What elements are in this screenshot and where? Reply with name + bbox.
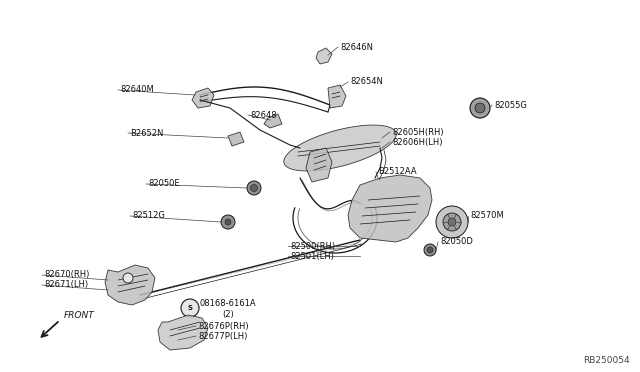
Text: 82606H(LH): 82606H(LH): [392, 138, 442, 147]
Polygon shape: [105, 265, 155, 305]
Circle shape: [436, 206, 468, 238]
Circle shape: [221, 215, 235, 229]
Text: 82512G: 82512G: [132, 212, 165, 221]
Text: B2512AA: B2512AA: [378, 167, 417, 176]
Polygon shape: [228, 132, 244, 146]
Text: 82648: 82648: [250, 110, 276, 119]
Text: 82050D: 82050D: [440, 237, 473, 247]
Text: RB250054: RB250054: [584, 356, 630, 365]
Text: B2652N: B2652N: [130, 128, 163, 138]
Text: 82640M: 82640M: [120, 86, 154, 94]
Text: 82500(RH): 82500(RH): [290, 241, 335, 250]
Circle shape: [247, 181, 261, 195]
Polygon shape: [348, 175, 432, 242]
Text: FRONT: FRONT: [64, 311, 95, 321]
Circle shape: [475, 103, 485, 113]
Polygon shape: [158, 315, 208, 350]
Circle shape: [448, 218, 456, 226]
Text: 08168-6161A: 08168-6161A: [200, 299, 257, 308]
Circle shape: [225, 219, 231, 225]
Polygon shape: [328, 85, 346, 108]
Polygon shape: [192, 88, 214, 108]
Circle shape: [250, 185, 257, 192]
Text: 82654N: 82654N: [350, 77, 383, 87]
Circle shape: [443, 213, 461, 231]
Text: 82055G: 82055G: [494, 100, 527, 109]
Text: 82646N: 82646N: [340, 42, 373, 51]
Text: 82670(RH): 82670(RH): [44, 270, 90, 279]
Text: 82570M: 82570M: [470, 212, 504, 221]
Circle shape: [427, 247, 433, 253]
Circle shape: [181, 299, 199, 317]
Polygon shape: [264, 114, 282, 128]
Circle shape: [424, 244, 436, 256]
Text: 82676P(RH): 82676P(RH): [198, 321, 248, 330]
Text: 82605H(RH): 82605H(RH): [392, 128, 444, 137]
Circle shape: [470, 98, 490, 118]
Circle shape: [123, 273, 133, 283]
Polygon shape: [316, 48, 332, 64]
Text: 82501(LH): 82501(LH): [290, 251, 334, 260]
Text: S: S: [188, 305, 193, 311]
Text: 82050E: 82050E: [148, 180, 180, 189]
Text: (2): (2): [222, 310, 234, 318]
Polygon shape: [284, 125, 396, 171]
Polygon shape: [306, 148, 332, 182]
Text: 82677P(LH): 82677P(LH): [198, 331, 248, 340]
Text: 82671(LH): 82671(LH): [44, 280, 88, 289]
